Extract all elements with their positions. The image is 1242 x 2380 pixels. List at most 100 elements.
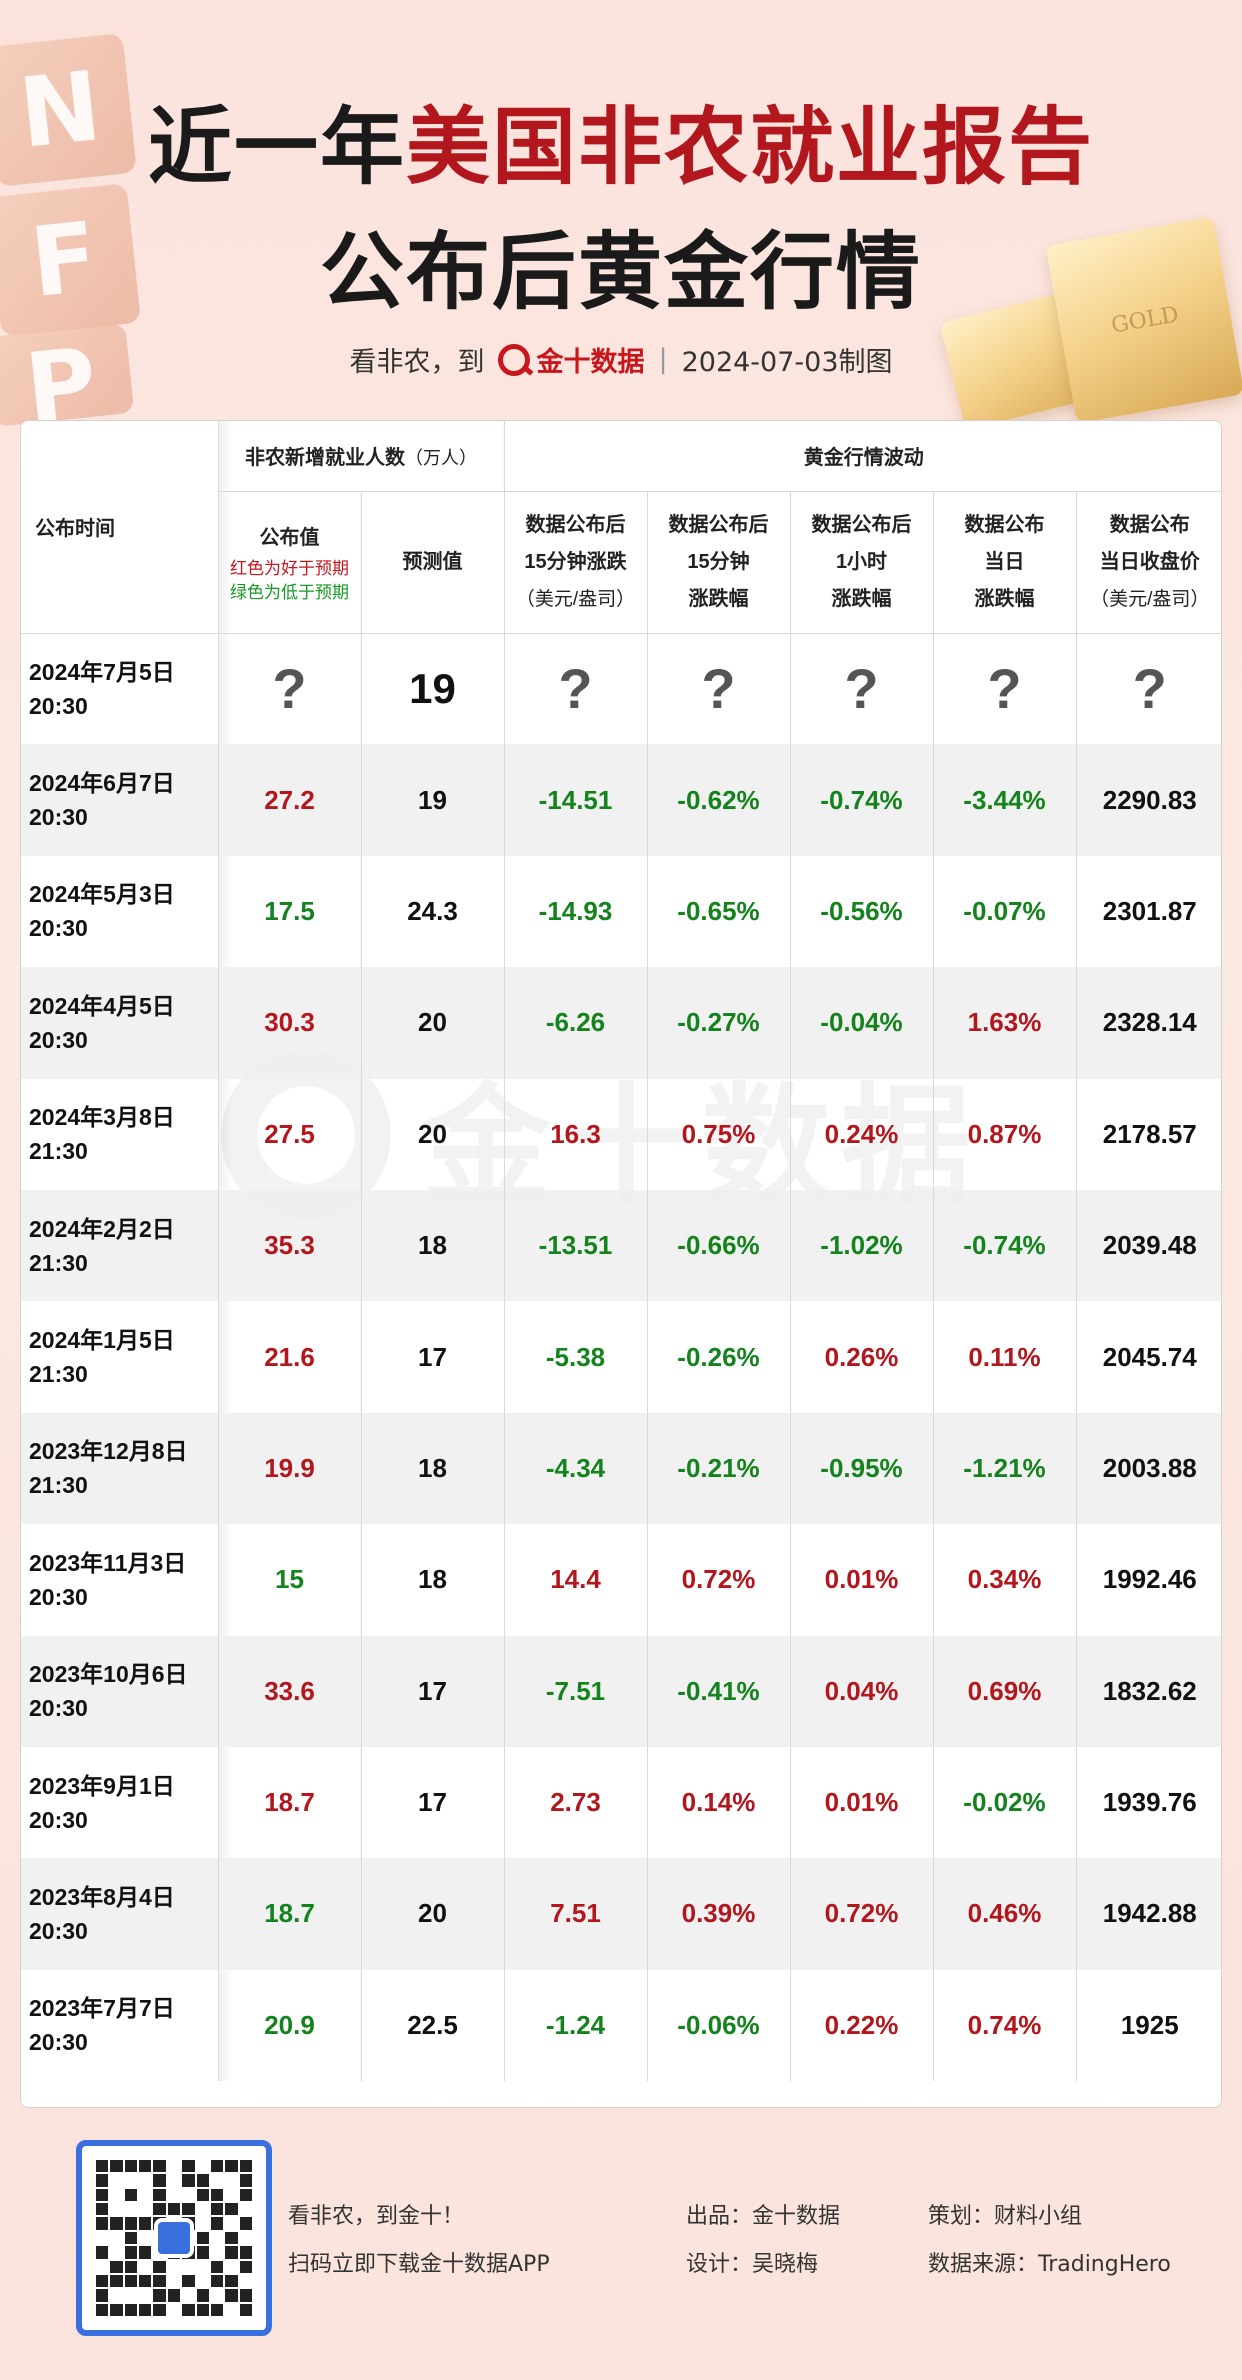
cell-actual: 18.7 bbox=[218, 1746, 362, 1859]
qr-module bbox=[210, 2203, 224, 2216]
tagline: 看非农，到 金十数据 | 2024-07-03制图 bbox=[0, 340, 1242, 379]
qr-module bbox=[139, 2274, 152, 2288]
cell-pct-1hour: 0.26% bbox=[790, 1301, 934, 1413]
qr-module bbox=[225, 2274, 238, 2288]
cell-time: 20:30 bbox=[29, 692, 88, 719]
qr-module bbox=[182, 2261, 194, 2273]
cell-forecast: 18 bbox=[361, 1189, 505, 1302]
qr-module bbox=[96, 2217, 109, 2230]
divider: | bbox=[658, 344, 668, 375]
qr-module bbox=[239, 2289, 252, 2302]
cell-pct-15min: -0.65% bbox=[647, 855, 791, 968]
qr-code[interactable] bbox=[76, 2140, 272, 2336]
cell-date: 2023年7月7日 bbox=[29, 1995, 175, 2022]
qr-module bbox=[139, 2232, 151, 2244]
qr-module bbox=[211, 2246, 223, 2258]
cell-time: 20:30 bbox=[29, 1695, 88, 1722]
qr-module bbox=[196, 2188, 209, 2202]
cell-close-price: 2328.14 bbox=[1076, 967, 1221, 1079]
qr-module bbox=[240, 2275, 252, 2287]
cell-forecast: 22.5 bbox=[361, 1969, 505, 2082]
qr-module bbox=[239, 2260, 252, 2273]
header-nfp-group: 非农新增就业人数（万人） bbox=[218, 421, 505, 492]
qr-module bbox=[196, 2174, 209, 2187]
qr-module bbox=[124, 2246, 138, 2259]
cell-change-15min: -1.24 bbox=[504, 1969, 648, 2082]
qr-module bbox=[110, 2246, 122, 2258]
qr-module bbox=[182, 2303, 195, 2316]
cell-actual: 18.7 bbox=[218, 1858, 362, 1970]
cell-change-15min: -7.51 bbox=[504, 1635, 648, 1747]
cell-pct-1hour: 0.01% bbox=[790, 1524, 934, 1636]
cell-pct-1hour: ? bbox=[790, 633, 934, 745]
qr-module bbox=[153, 2174, 166, 2187]
qr-module bbox=[139, 2189, 151, 2201]
qr-module bbox=[225, 2289, 238, 2302]
cell-date: 2024年5月3日 bbox=[29, 881, 175, 908]
qr-module bbox=[124, 2217, 138, 2230]
header-forecast: 预测值 bbox=[361, 491, 505, 634]
cell-publish-time: 2024年5月3日 20:30 bbox=[21, 855, 219, 968]
cell-publish-time: 2024年6月7日 20:30 bbox=[21, 744, 219, 856]
cell-change-15min: 14.4 bbox=[504, 1524, 648, 1636]
qr-module bbox=[225, 2160, 238, 2173]
qr-module bbox=[96, 2303, 109, 2316]
cell-pct-15min: -0.41% bbox=[647, 1635, 791, 1747]
qr-module bbox=[168, 2189, 180, 2201]
qr-module bbox=[197, 2217, 209, 2229]
cell-change-15min: -14.51 bbox=[504, 744, 648, 856]
qr-module bbox=[210, 2160, 224, 2173]
data-table-container: 金十数据 公布时间 非农新增就业人数（万人） 黄金行情波动 公布值 红色为好于预… bbox=[20, 420, 1222, 2108]
cell-time: 21:30 bbox=[29, 1361, 88, 1388]
qr-module bbox=[168, 2304, 180, 2316]
cell-time: 20:30 bbox=[29, 1026, 88, 1053]
table-row: 2023年10月6日 20:30 33.6 17 -7.51 -0.41% 0.04% 0.6… bbox=[21, 1635, 1221, 1747]
cell-actual: 27.5 bbox=[218, 1078, 362, 1190]
qr-module bbox=[167, 2289, 181, 2302]
qr-module bbox=[139, 2303, 152, 2316]
cell-time: 20:30 bbox=[29, 2029, 88, 2056]
cell-publish-time: 2023年8月4日 20:30 bbox=[21, 1858, 219, 1970]
qr-module bbox=[196, 2246, 209, 2259]
qr-module bbox=[182, 2203, 195, 2216]
cell-actual: ? bbox=[218, 633, 362, 745]
cell-forecast: 17 bbox=[361, 1301, 505, 1413]
cell-date: 2024年4月5日 bbox=[29, 992, 175, 1019]
qr-module bbox=[239, 2303, 252, 2316]
cell-date: 2023年11月3日 bbox=[29, 1549, 187, 1576]
cell-pct-1hour: -0.74% bbox=[790, 744, 934, 856]
qr-module bbox=[210, 2217, 224, 2230]
cell-forecast: 18 bbox=[361, 1524, 505, 1636]
cell-close-price: 1832.62 bbox=[1076, 1635, 1221, 1747]
qr-module bbox=[110, 2217, 123, 2230]
qr-module bbox=[153, 2160, 166, 2173]
cell-pct-day: -0.07% bbox=[933, 855, 1077, 968]
table-row: 2023年7月7日 20:30 20.9 22.5 -1.24 -0.06% 0.22% 0.… bbox=[21, 1969, 1221, 2082]
footer-producer: 出品：金十数据 bbox=[686, 2204, 841, 2229]
qr-module bbox=[139, 2203, 151, 2215]
cell-time: 21:30 bbox=[29, 1249, 88, 1276]
brand-logo: 金十数据 bbox=[498, 340, 644, 379]
table-row: 2023年8月4日 20:30 18.7 20 7.51 0.39% 0.72% 0.46% 1… bbox=[21, 1858, 1221, 1970]
qr-module bbox=[125, 2174, 137, 2186]
cell-actual: 30.3 bbox=[218, 967, 362, 1079]
qr-module bbox=[124, 2160, 138, 2173]
header-actual: 公布值 红色为好于预期 绿色为低于预期 bbox=[218, 491, 362, 634]
header-pct-15min: 数据公布后 15分钟 涨跌幅 bbox=[647, 491, 791, 634]
qr-module bbox=[182, 2160, 195, 2173]
cell-pct-1hour: 0.72% bbox=[790, 1858, 934, 1970]
cell-change-15min: -13.51 bbox=[504, 1189, 648, 1302]
cell-publish-time: 2024年1月5日 21:30 bbox=[21, 1301, 219, 1413]
cell-pct-day: 1.63% bbox=[933, 967, 1077, 1079]
qr-module bbox=[240, 2203, 252, 2215]
table-row: 2024年1月5日 21:30 21.6 17 -5.38 -0.26% 0.26% 0.11… bbox=[21, 1301, 1221, 1413]
qr-module bbox=[182, 2289, 194, 2301]
table-row: 2023年12月8日 21:30 19.9 18 -4.34 -0.21% -0.95% -1… bbox=[21, 1412, 1221, 1525]
footer-planner: 策划：财料小组 bbox=[928, 2204, 1083, 2229]
qr-module bbox=[124, 2303, 138, 2316]
qr-module bbox=[225, 2174, 237, 2186]
cell-actual: 35.3 bbox=[218, 1189, 362, 1302]
cell-pct-day: 0.34% bbox=[933, 1524, 1077, 1636]
table-row: 2024年2月2日 21:30 35.3 18 -13.51 -0.66% -1.02% -0… bbox=[21, 1189, 1221, 1302]
cell-publish-time: 2024年4月5日 20:30 bbox=[21, 967, 219, 1079]
